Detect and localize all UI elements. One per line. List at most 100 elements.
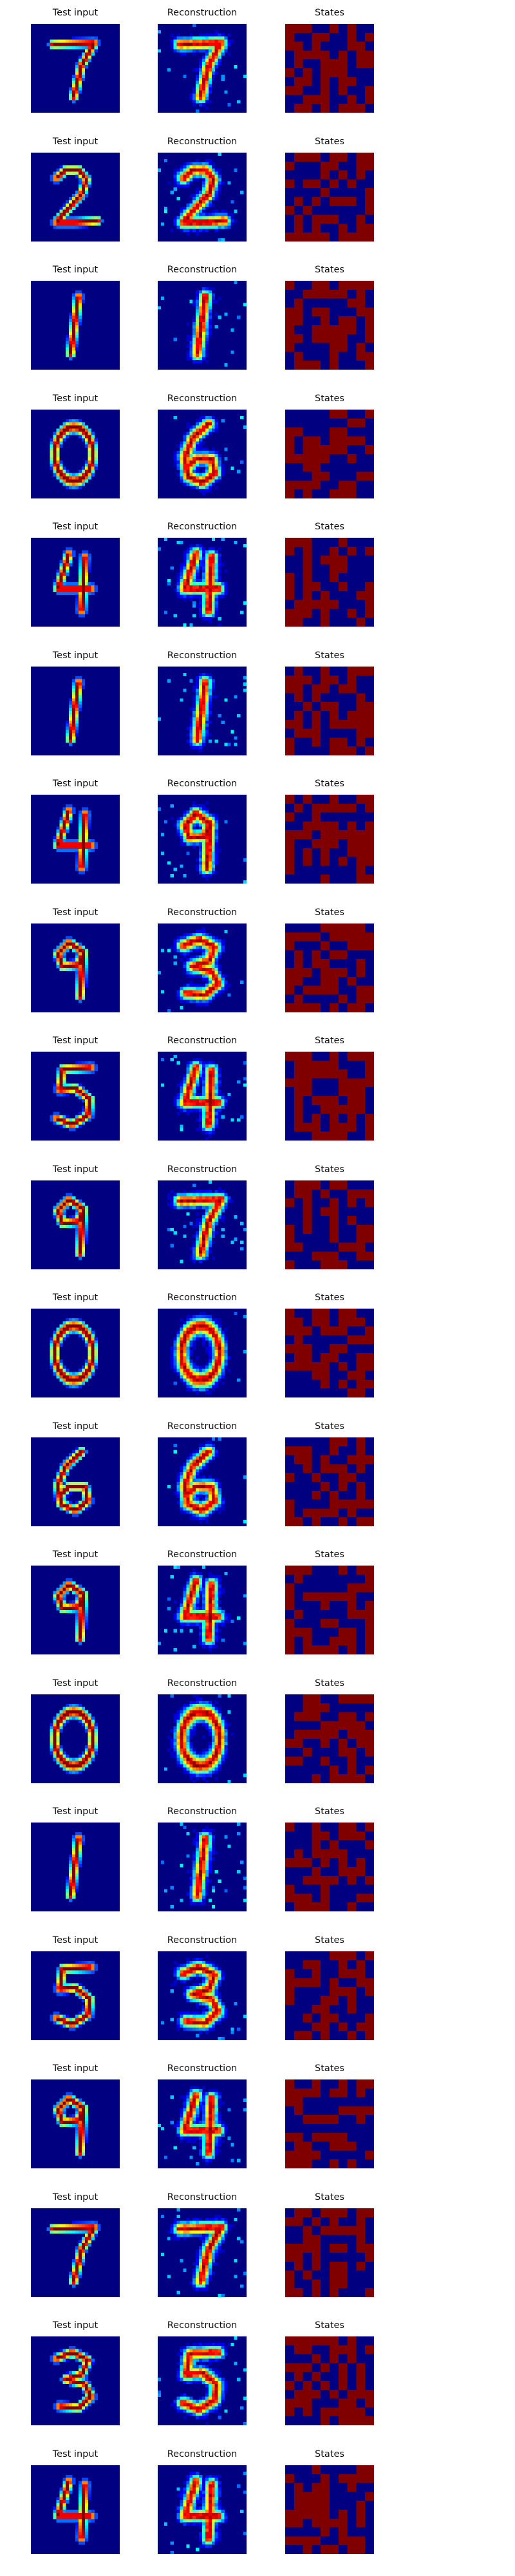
- recon-heatmap: [158, 2336, 247, 2425]
- panel-title-states: States: [315, 1935, 344, 1946]
- test-heatmap: [31, 2336, 120, 2425]
- panel-title-test: Test input: [52, 2448, 98, 2459]
- panel-title-recon: Reconstruction: [167, 1164, 238, 1175]
- states-heatmap: [285, 409, 374, 498]
- recon-image: [158, 1823, 247, 1911]
- test-heatmap: [31, 409, 120, 498]
- test-image: [31, 1180, 120, 1269]
- panel-title-states: States: [315, 1421, 344, 1432]
- states-heatmap: [285, 24, 374, 113]
- states-heatmap: [285, 1052, 374, 1141]
- panel-title-recon: Reconstruction: [167, 1293, 238, 1303]
- recon-image: [158, 2208, 247, 2297]
- recon-image: [158, 923, 247, 1012]
- states-image: [285, 281, 374, 370]
- test-image: [31, 1566, 120, 1654]
- panel-title-test: Test input: [52, 2063, 98, 2074]
- test-image: [31, 2079, 120, 2168]
- recon-image: [158, 2079, 247, 2168]
- test-heatmap: [31, 281, 120, 370]
- states-heatmap: [285, 1437, 374, 1526]
- test-heatmap: [31, 1566, 120, 1654]
- test-heatmap: [31, 1951, 120, 2040]
- recon-image: [158, 24, 247, 113]
- test-image: [31, 1951, 120, 2040]
- test-heatmap: [31, 795, 120, 884]
- states-image: [285, 1694, 374, 1783]
- panel-title-test: Test input: [52, 2320, 98, 2331]
- recon-heatmap: [158, 795, 247, 884]
- states-heatmap: [285, 1180, 374, 1269]
- states-heatmap: [285, 152, 374, 242]
- panel-title-test: Test input: [52, 907, 98, 918]
- states-image: [285, 795, 374, 884]
- panel-title-states: States: [315, 907, 344, 918]
- panel-title-recon: Reconstruction: [167, 2063, 238, 2074]
- panel-title-test: Test input: [52, 650, 98, 661]
- states-heatmap: [285, 1309, 374, 1397]
- recon-image: [158, 1694, 247, 1783]
- panel-title-recon: Reconstruction: [167, 522, 238, 532]
- panel-title-recon: Reconstruction: [167, 393, 238, 404]
- test-image: [31, 152, 120, 242]
- panel-title-test: Test input: [52, 393, 98, 404]
- recon-image: [158, 1951, 247, 2040]
- panel-title-states: States: [315, 1036, 344, 1046]
- states-image: [285, 2079, 374, 2168]
- panel-title-states: States: [315, 2192, 344, 2202]
- states-heatmap: [285, 281, 374, 370]
- test-heatmap: [31, 152, 120, 242]
- recon-image: [158, 795, 247, 884]
- recon-heatmap: [158, 538, 247, 627]
- recon-image: [158, 1566, 247, 1654]
- recon-heatmap: [158, 666, 247, 755]
- test-image: [31, 538, 120, 627]
- states-image: [285, 666, 374, 755]
- test-heatmap: [31, 2208, 120, 2297]
- panel-title-recon: Reconstruction: [167, 650, 238, 661]
- panel-title-states: States: [315, 650, 344, 661]
- test-image: [31, 2465, 120, 2554]
- panel-title-states: States: [315, 8, 344, 18]
- test-heatmap: [31, 1309, 120, 1397]
- panel-title-test: Test input: [52, 1293, 98, 1303]
- test-image: [31, 1437, 120, 1526]
- panel-title-states: States: [315, 522, 344, 532]
- states-image: [285, 24, 374, 113]
- panel-title-recon: Reconstruction: [167, 1036, 238, 1046]
- panel-title-test: Test input: [52, 779, 98, 789]
- panel-title-recon: Reconstruction: [167, 1549, 238, 1560]
- recon-image: [158, 409, 247, 498]
- test-heatmap: [31, 538, 120, 627]
- states-image: [285, 1951, 374, 2040]
- panel-title-recon: Reconstruction: [167, 2448, 238, 2459]
- recon-heatmap: [158, 923, 247, 1012]
- states-heatmap: [285, 2079, 374, 2168]
- panel-title-recon: Reconstruction: [167, 2192, 238, 2202]
- panel-title-test: Test input: [52, 1806, 98, 1817]
- states-heatmap: [285, 2208, 374, 2297]
- panel-title-test: Test input: [52, 265, 98, 275]
- panel-title-recon: Reconstruction: [167, 265, 238, 275]
- recon-image: [158, 2336, 247, 2425]
- states-heatmap: [285, 1694, 374, 1783]
- states-image: [285, 923, 374, 1012]
- recon-heatmap: [158, 24, 247, 113]
- states-heatmap: [285, 795, 374, 884]
- test-heatmap: [31, 666, 120, 755]
- recon-heatmap: [158, 1951, 247, 2040]
- test-image: [31, 666, 120, 755]
- states-heatmap: [285, 2465, 374, 2554]
- states-heatmap: [285, 2336, 374, 2425]
- states-image: [285, 152, 374, 242]
- test-image: [31, 923, 120, 1012]
- panel-title-test: Test input: [52, 136, 98, 147]
- recon-heatmap: [158, 409, 247, 498]
- recon-image: [158, 2465, 247, 2554]
- panel-title-recon: Reconstruction: [167, 8, 238, 18]
- test-image: [31, 795, 120, 884]
- states-heatmap: [285, 1823, 374, 1911]
- test-image: [31, 1309, 120, 1397]
- panel-title-recon: Reconstruction: [167, 136, 238, 147]
